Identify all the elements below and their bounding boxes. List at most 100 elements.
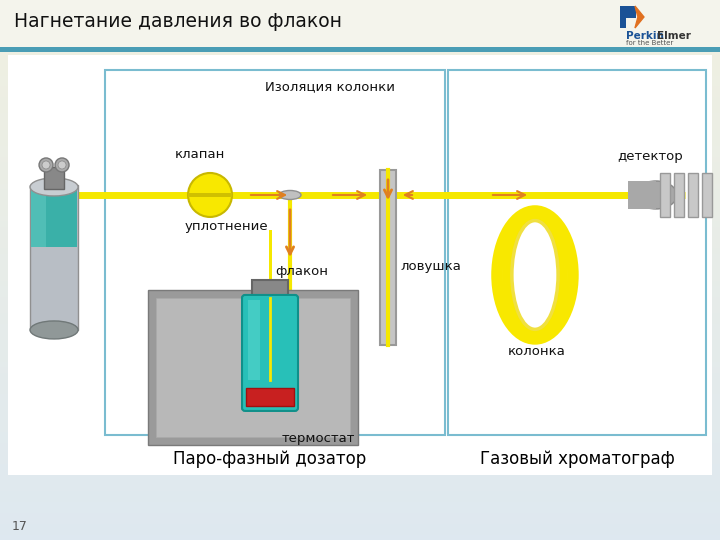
Polygon shape bbox=[635, 6, 644, 28]
Text: термостат: термостат bbox=[282, 432, 355, 445]
Text: Perkin: Perkin bbox=[626, 31, 664, 41]
Bar bbox=[0, 189, 720, 194]
Bar bbox=[0, 119, 720, 124]
Bar bbox=[0, 454, 720, 459]
Bar bbox=[0, 76, 720, 81]
Bar bbox=[0, 292, 720, 297]
Bar bbox=[0, 448, 720, 454]
Bar bbox=[628, 181, 656, 209]
Bar bbox=[0, 443, 720, 448]
Bar bbox=[0, 383, 720, 389]
Bar bbox=[44, 167, 64, 189]
Bar bbox=[156, 298, 350, 437]
Bar bbox=[0, 346, 720, 351]
Bar bbox=[0, 405, 720, 410]
Bar bbox=[0, 351, 720, 356]
Bar bbox=[31, 187, 46, 247]
Bar bbox=[0, 275, 720, 281]
Text: ловушка: ловушка bbox=[400, 260, 461, 273]
Circle shape bbox=[39, 158, 53, 172]
Bar bbox=[0, 329, 720, 335]
Bar bbox=[0, 324, 720, 329]
Text: флакон: флакон bbox=[275, 265, 328, 278]
Bar bbox=[688, 173, 698, 217]
Bar bbox=[0, 502, 720, 508]
Bar bbox=[0, 5, 720, 11]
Bar bbox=[0, 302, 720, 308]
Bar bbox=[0, 97, 720, 103]
Text: детектор: детектор bbox=[617, 150, 683, 163]
Bar bbox=[0, 108, 720, 113]
Bar bbox=[380, 170, 396, 345]
Bar bbox=[0, 146, 720, 151]
Bar bbox=[0, 416, 720, 421]
Bar bbox=[0, 265, 720, 270]
Bar bbox=[0, 59, 720, 65]
Bar bbox=[0, 373, 720, 378]
Bar bbox=[448, 70, 706, 435]
Bar bbox=[0, 238, 720, 243]
Bar bbox=[0, 86, 720, 92]
Bar bbox=[0, 81, 720, 86]
Text: Изоляция колонки: Изоляция колонки bbox=[265, 80, 395, 93]
Ellipse shape bbox=[30, 321, 78, 339]
Bar bbox=[0, 140, 720, 146]
Bar bbox=[0, 162, 720, 167]
Bar bbox=[0, 254, 720, 259]
Bar bbox=[0, 497, 720, 502]
Ellipse shape bbox=[635, 181, 677, 209]
Bar bbox=[0, 432, 720, 437]
Bar bbox=[0, 389, 720, 394]
Bar bbox=[0, 481, 720, 486]
Circle shape bbox=[55, 158, 69, 172]
Bar bbox=[0, 421, 720, 427]
Text: клапан: клапан bbox=[175, 148, 225, 161]
Circle shape bbox=[58, 161, 66, 169]
Bar bbox=[0, 340, 720, 346]
Bar bbox=[0, 513, 720, 518]
Bar bbox=[0, 270, 720, 275]
Bar bbox=[0, 65, 720, 70]
Bar bbox=[674, 173, 684, 217]
Bar bbox=[105, 70, 445, 435]
Bar bbox=[626, 6, 636, 18]
Bar bbox=[0, 173, 720, 178]
Text: Нагнетание давления во флакон: Нагнетание давления во флакон bbox=[14, 12, 342, 31]
Text: колонка: колонка bbox=[508, 345, 566, 358]
Bar bbox=[0, 362, 720, 367]
Bar bbox=[0, 459, 720, 464]
Bar bbox=[0, 313, 720, 319]
Bar bbox=[0, 319, 720, 324]
Bar bbox=[0, 394, 720, 400]
Bar bbox=[0, 356, 720, 362]
Bar bbox=[0, 0, 720, 48]
Text: уплотнение: уплотнение bbox=[185, 220, 269, 233]
Bar bbox=[0, 130, 720, 135]
Bar bbox=[0, 151, 720, 157]
Bar bbox=[269, 230, 271, 285]
Bar bbox=[0, 335, 720, 340]
Bar bbox=[248, 300, 260, 380]
Bar bbox=[702, 173, 712, 217]
Ellipse shape bbox=[279, 191, 301, 199]
Bar bbox=[0, 38, 720, 43]
Bar bbox=[0, 11, 720, 16]
Bar bbox=[0, 486, 720, 491]
Bar bbox=[8, 55, 712, 475]
Bar bbox=[0, 113, 720, 119]
Bar bbox=[0, 535, 720, 540]
Bar bbox=[0, 200, 720, 205]
Bar bbox=[0, 243, 720, 248]
Bar bbox=[0, 92, 720, 97]
Bar bbox=[0, 135, 720, 140]
Bar bbox=[0, 205, 720, 211]
Text: Elmer: Elmer bbox=[657, 31, 690, 41]
FancyBboxPatch shape bbox=[242, 295, 298, 411]
Text: for the Better: for the Better bbox=[626, 40, 673, 46]
Bar bbox=[0, 367, 720, 373]
Bar bbox=[0, 22, 720, 27]
Ellipse shape bbox=[30, 178, 78, 196]
Bar bbox=[0, 16, 720, 22]
Bar bbox=[0, 221, 720, 227]
Bar bbox=[0, 43, 720, 49]
